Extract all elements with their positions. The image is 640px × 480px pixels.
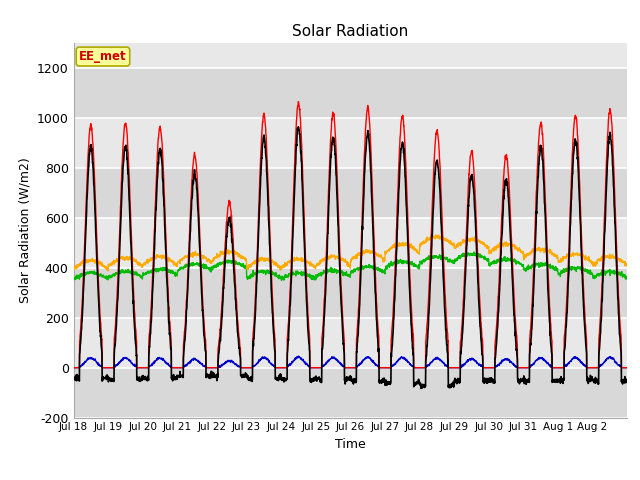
Bar bbox=[74, 118, 627, 168]
Legend: SW_in, SW_out, LW_in, LW_out, Rnet: SW_in, SW_out, LW_in, LW_out, Rnet bbox=[120, 476, 581, 480]
Bar bbox=[74, 168, 627, 218]
Bar bbox=[74, 218, 627, 268]
Title: Solar Radiation: Solar Radiation bbox=[292, 24, 408, 39]
X-axis label: Time: Time bbox=[335, 438, 366, 451]
Text: EE_met: EE_met bbox=[79, 50, 127, 63]
Bar bbox=[74, 368, 627, 418]
Bar bbox=[74, 318, 627, 368]
Bar bbox=[74, 68, 627, 118]
Y-axis label: Solar Radiation (W/m2): Solar Radiation (W/m2) bbox=[19, 157, 31, 303]
Bar bbox=[74, 268, 627, 318]
